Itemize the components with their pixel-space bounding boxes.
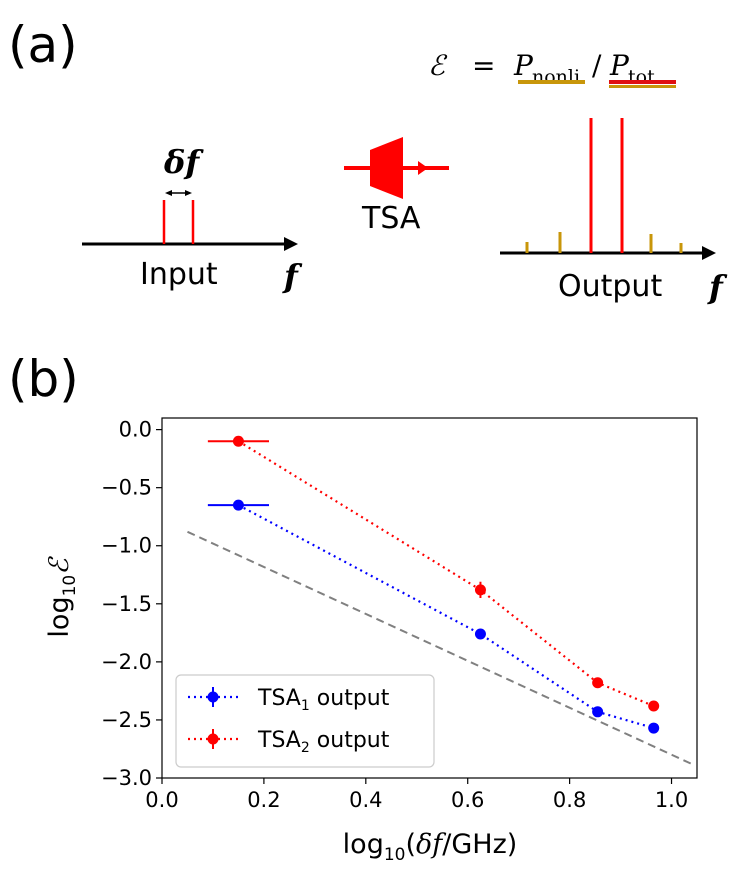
efficiency-formula: ℰ = P nonli / P tot	[428, 49, 676, 88]
legend-label-rest: output	[310, 686, 390, 711]
x-tick-label: 0.6	[451, 788, 484, 812]
data-point	[648, 700, 660, 712]
data-point	[474, 584, 486, 596]
input-spectrum: δf Input f	[82, 143, 303, 295]
legend-entry-tsa1: TSA1 output	[188, 686, 390, 714]
y-tick-label: −3.0	[101, 766, 152, 790]
legend-label-main: TSA	[257, 728, 301, 753]
x-axis-title: log10(δf/GHz)	[343, 829, 518, 865]
output-spectrum: Output f	[500, 118, 728, 306]
formula-equals: =	[472, 49, 495, 82]
x-tick-label: 0.0	[145, 788, 178, 812]
formula-denominator: P	[609, 49, 630, 82]
delta-f-arrow-right	[185, 190, 192, 196]
chart-series	[187, 435, 693, 765]
axis-ticks: 0.0 0.2 0.4 0.6 0.8 1.0 0.0 −0.5 −1.0 −1.5 −2.0 −2.…	[101, 418, 688, 812]
formula-lhs: ℰ	[428, 49, 448, 82]
y-axis-title-log: log	[44, 596, 75, 637]
y-tick-label: −1.5	[101, 592, 152, 616]
x-axis-title-paren-open: (	[405, 829, 416, 860]
plot-frame	[161, 417, 698, 779]
output-freq-symbol: f	[707, 268, 728, 306]
y-tick-label: −1.0	[101, 534, 152, 558]
legend-entry-tsa2: TSA2 output	[188, 728, 390, 756]
legend-label-sub: 1	[301, 698, 310, 714]
output-label: Output	[558, 269, 662, 304]
y-tick-label: 0.0	[119, 418, 152, 442]
y-tick-label: −0.5	[101, 476, 152, 500]
x-tick-label: 0.4	[349, 788, 382, 812]
data-point	[648, 722, 660, 734]
amplifier-label: TSA	[361, 201, 421, 236]
legend-label: TSA1 output	[257, 686, 390, 714]
legend-label-rest: output	[310, 728, 390, 753]
legend-label: TSA2 output	[257, 728, 390, 756]
series-tsa1	[207, 499, 660, 734]
series-tsa2	[207, 435, 660, 712]
log-efficiency-chart: 0.0 0.2 0.4 0.6 0.8 1.0 0.0 −0.5 −1.0 −1.5 −2.0 −2.…	[44, 417, 698, 865]
x-tick-label: 0.8	[553, 788, 586, 812]
input-axis-arrowhead	[284, 237, 298, 251]
data-point	[592, 706, 604, 718]
input-label: Input	[140, 257, 218, 292]
y-axis-title-symbol: ℰ	[44, 556, 75, 575]
legend-label-sub: 2	[301, 740, 310, 756]
delta-f-label: δf	[163, 143, 204, 181]
x-tick-label: 0.2	[247, 788, 280, 812]
delta-f-arrow-left	[165, 190, 172, 196]
y-tick-label: −2.0	[101, 650, 152, 674]
legend-box	[175, 674, 435, 768]
tsa-amplifier: TSA	[344, 137, 449, 236]
input-freq-symbol: f	[282, 257, 303, 295]
formula-numerator-sub: nonli	[532, 66, 580, 88]
legend-label-main: TSA	[257, 686, 301, 711]
panel-b-label: (b)	[8, 350, 79, 408]
legend-marker	[207, 733, 219, 745]
amplifier-arrowhead	[418, 161, 428, 175]
amplifier-body	[370, 137, 403, 199]
series-line	[237, 504, 654, 730]
formula-numerator: P	[513, 49, 534, 82]
data-point	[232, 499, 244, 511]
x-axis-title-sub: 10	[384, 845, 406, 865]
series-line	[237, 440, 655, 708]
x-axis-title-delta-f: δf	[416, 829, 446, 860]
formula-denominator-sub: tot	[628, 66, 655, 88]
data-point	[474, 628, 486, 640]
legend-marker	[207, 691, 219, 703]
data-point	[232, 435, 244, 447]
x-axis-title-log: log	[343, 829, 384, 860]
data-point	[592, 677, 604, 689]
output-axis-arrowhead	[702, 246, 716, 260]
x-axis-title-unit: /GHz)	[442, 829, 517, 860]
denominator-underline-red	[609, 80, 676, 84]
x-tick-label: 1.0	[655, 788, 688, 812]
y-tick-label: −2.5	[101, 708, 152, 732]
denominator-underline-gold	[609, 85, 676, 88]
y-axis-title: log10ℰ	[44, 556, 80, 638]
reference-dashed-line	[187, 530, 693, 765]
series-reference-line	[187, 530, 693, 765]
numerator-underline-gold	[518, 80, 585, 84]
panel-a-label: (a)	[8, 16, 78, 74]
y-axis-title-sub: 10	[60, 575, 80, 597]
formula-slash: /	[592, 49, 602, 82]
